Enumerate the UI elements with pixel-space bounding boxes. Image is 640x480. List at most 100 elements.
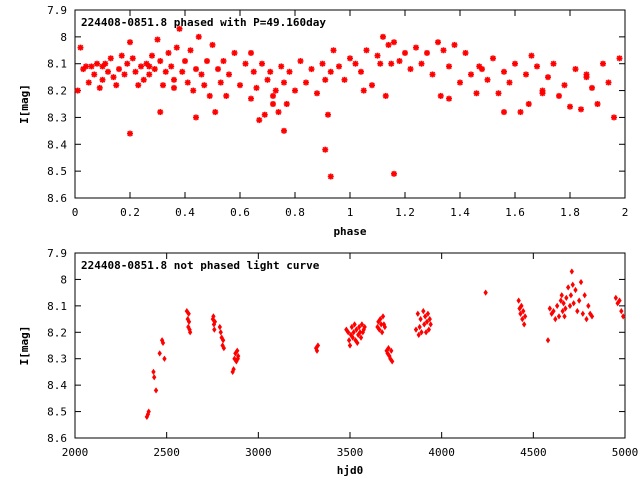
phased-data-point bbox=[385, 41, 392, 48]
unphased-data-point bbox=[562, 313, 567, 320]
unphased-data-point bbox=[569, 268, 574, 275]
phased-data-point bbox=[501, 68, 507, 75]
unphased-data-point bbox=[389, 347, 394, 354]
unphased-data-point bbox=[559, 292, 564, 299]
phased-data-point bbox=[283, 101, 290, 107]
phased-data-point bbox=[506, 79, 513, 86]
unphased-data-point bbox=[613, 294, 618, 302]
unphased-data-point bbox=[347, 342, 353, 349]
phased-data-point bbox=[322, 146, 329, 153]
phased-data-point bbox=[572, 66, 579, 73]
unphased-data-point bbox=[314, 347, 320, 354]
phased-data-point bbox=[286, 68, 293, 75]
unphased-x-tick-label: 4500 bbox=[520, 446, 547, 459]
phased-data-point bbox=[330, 47, 337, 54]
unphased-data-point bbox=[520, 315, 525, 323]
phased-data-point bbox=[127, 39, 133, 46]
unphased-data-point bbox=[522, 313, 528, 320]
phased-data-point bbox=[369, 82, 375, 89]
phased-data-point bbox=[272, 87, 279, 94]
phased-data-point bbox=[248, 49, 254, 56]
phased-data-point bbox=[124, 60, 131, 67]
phased-data-point bbox=[146, 71, 153, 78]
phased-data-point bbox=[206, 92, 213, 99]
phased-data-point bbox=[85, 79, 92, 86]
phased-data-point bbox=[545, 74, 551, 81]
unphased-data-point bbox=[351, 329, 356, 336]
unphased-y-axis-label: I[mag] bbox=[18, 326, 31, 366]
phased-data-point bbox=[525, 101, 532, 107]
phased-data-point bbox=[209, 41, 216, 48]
phased-data-point bbox=[490, 55, 496, 62]
phased-data-point bbox=[259, 60, 265, 67]
unphased-y-tick-label: 8 bbox=[60, 273, 67, 286]
phased-x-tick-label: 0.2 bbox=[120, 206, 140, 219]
phased-x-tick-label: 0.8 bbox=[285, 206, 305, 219]
unphased-data-point bbox=[617, 297, 622, 304]
unphased-y-tick-label: 8.5 bbox=[47, 406, 67, 419]
phased-x-tick-label: 2 bbox=[622, 206, 629, 219]
phased-data-point bbox=[523, 71, 529, 78]
unphased-data-point bbox=[561, 300, 566, 307]
phased-data-point bbox=[556, 92, 562, 99]
unphased-data-point bbox=[212, 318, 218, 325]
phased-data-point bbox=[256, 117, 263, 124]
phased-data-point bbox=[116, 66, 122, 73]
phased-x-tick-label: 1.4 bbox=[450, 206, 470, 219]
phased-data-point bbox=[173, 44, 180, 51]
phased-data-point bbox=[74, 87, 81, 94]
unphased-data-point bbox=[566, 284, 571, 291]
phased-y-tick-label: 8 bbox=[60, 31, 67, 44]
phased-data-point bbox=[146, 63, 153, 70]
phased-y-axis-label: I[mag] bbox=[18, 84, 31, 124]
unphased-data-point bbox=[582, 292, 587, 299]
phased-data-point bbox=[314, 90, 320, 97]
unphased-data-point bbox=[354, 326, 359, 333]
phased-data-point bbox=[129, 55, 136, 62]
phased-data-point bbox=[391, 39, 397, 46]
unphased-data-point bbox=[419, 329, 424, 336]
phased-data-point bbox=[402, 49, 408, 56]
unphased-data-point bbox=[379, 329, 385, 336]
phased-data-point bbox=[451, 41, 458, 48]
phased-data-point bbox=[105, 68, 111, 75]
phased-data-point bbox=[391, 170, 397, 177]
phased-data-point bbox=[377, 60, 384, 67]
phased-data-point bbox=[479, 66, 485, 73]
phased-data-point bbox=[605, 79, 612, 86]
phased-data-point bbox=[190, 87, 197, 94]
unphased-data-point bbox=[357, 323, 362, 331]
unphased-data-point bbox=[425, 310, 431, 317]
unphased-y-tick-label: 8.6 bbox=[47, 432, 67, 445]
unphased-data-point bbox=[417, 323, 422, 331]
unphased-data-point bbox=[570, 281, 575, 288]
phased-data-point bbox=[374, 52, 381, 59]
phased-data-point bbox=[187, 47, 194, 54]
phased-data-point bbox=[215, 66, 221, 73]
phased-data-point bbox=[157, 109, 164, 116]
phased-data-point bbox=[440, 47, 447, 54]
unphased-data-point bbox=[571, 300, 576, 307]
unphased-data-point bbox=[186, 318, 192, 325]
unphased-data-point bbox=[153, 387, 159, 394]
phased-data-point bbox=[132, 68, 139, 75]
phased-data-point bbox=[107, 55, 114, 62]
unphased-data-point bbox=[621, 313, 626, 320]
unphased-data-point bbox=[187, 329, 193, 336]
phased-x-axis-label: phase bbox=[333, 225, 366, 238]
phased-data-point bbox=[182, 58, 188, 65]
unphased-x-axis-label: hjd0 bbox=[337, 464, 364, 477]
unphased-data-point bbox=[152, 374, 157, 381]
phased-data-point bbox=[611, 114, 617, 121]
phased-data-point bbox=[539, 90, 546, 97]
phased-data-point bbox=[237, 82, 243, 89]
unphased-x-tick-label: 4000 bbox=[428, 446, 455, 459]
unphased-data-point bbox=[578, 278, 584, 286]
phased-plot-panel: 0 0.2 0.4 0.6 0.8 1 1.2 1.4 1.6 1.8 2 7.9 8 8.1 8.2 8.3… bbox=[18, 4, 628, 238]
unphased-x-tick-label: 5000 bbox=[612, 446, 639, 459]
unphased-data-point bbox=[235, 347, 240, 354]
phased-data-point bbox=[583, 71, 590, 78]
phased-data-point bbox=[99, 76, 106, 83]
phased-data-point bbox=[162, 68, 169, 75]
